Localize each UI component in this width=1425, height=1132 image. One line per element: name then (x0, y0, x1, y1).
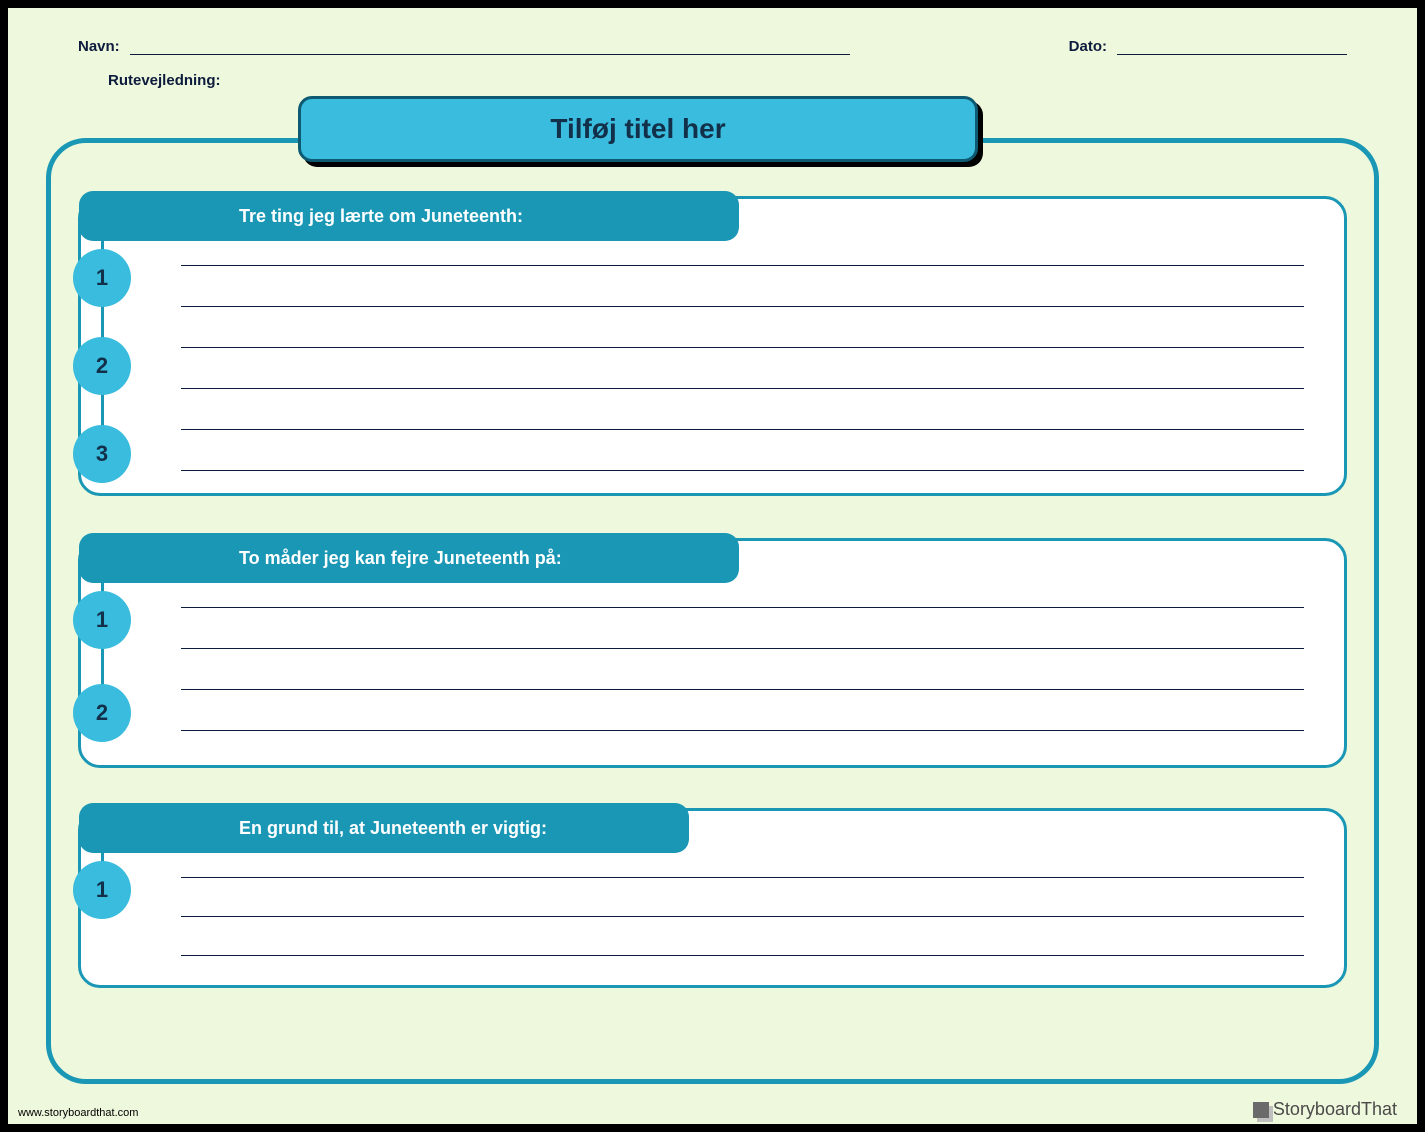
title-text[interactable]: Tilføj titel her (550, 113, 725, 145)
bullet-number: 3 (73, 425, 131, 483)
writing-lines-area (181, 589, 1304, 731)
section-header-text: Tre ting jeg lærte om Juneteenth: (239, 206, 523, 227)
write-line[interactable] (181, 730, 1304, 731)
section-box: Tre ting jeg lærte om Juneteenth:123 (78, 196, 1347, 496)
footer-logo: StoryboardThat (1253, 1099, 1397, 1120)
bullet-number: 1 (73, 591, 131, 649)
name-label: Navn: (78, 38, 120, 55)
write-line[interactable] (181, 607, 1304, 608)
write-line[interactable] (181, 689, 1304, 690)
write-line[interactable] (181, 347, 1304, 348)
writing-lines-area (181, 859, 1304, 956)
section-1: Tre ting jeg lærte om Juneteenth:123 (78, 196, 1347, 496)
title-bar: Tilføj titel her (298, 96, 978, 162)
section-header: To måder jeg kan fejre Juneteenth på: (79, 533, 739, 583)
section-header-text: En grund til, at Juneteenth er vigtig: (239, 818, 547, 839)
bullet-column: 1 2 3 (73, 249, 131, 483)
name-input-line[interactable] (130, 41, 850, 55)
write-line[interactable] (181, 877, 1304, 878)
title-front: Tilføj titel her (298, 96, 978, 162)
section-header: Tre ting jeg lærte om Juneteenth: (79, 191, 739, 241)
date-label: Dato: (1069, 38, 1107, 55)
section-box: To måder jeg kan fejre Juneteenth på:12 (78, 538, 1347, 768)
write-line[interactable] (181, 306, 1304, 307)
bullet-number: 2 (73, 337, 131, 395)
name-field-group: Navn: (78, 38, 850, 55)
section-header: En grund til, at Juneteenth er vigtig: (79, 803, 689, 853)
section-header-text: To måder jeg kan fejre Juneteenth på: (239, 548, 562, 569)
date-input-line[interactable] (1117, 41, 1347, 55)
write-line[interactable] (181, 955, 1304, 956)
date-field-group: Dato: (1069, 38, 1347, 55)
footer-url: www.storyboardthat.com (18, 1107, 138, 1119)
writing-lines-area (181, 247, 1304, 471)
section-box: En grund til, at Juneteenth er vigtig:1 (78, 808, 1347, 988)
worksheet-inner: Navn: Dato: Rutevejledning: Tilføj titel… (8, 8, 1417, 1124)
write-line[interactable] (181, 429, 1304, 430)
logo-icon (1253, 1102, 1269, 1118)
write-line[interactable] (181, 916, 1304, 917)
footer-logo-text: StoryboardThat (1273, 1099, 1397, 1120)
write-line[interactable] (181, 470, 1304, 471)
bullet-column: 12 (73, 591, 131, 742)
section-2: To måder jeg kan fejre Juneteenth på:12 (78, 538, 1347, 768)
bullet-number: 1 (73, 249, 131, 307)
bullet-number: 2 (73, 684, 131, 742)
bullet-column: 1 (73, 861, 131, 919)
write-line[interactable] (181, 388, 1304, 389)
worksheet-page: Navn: Dato: Rutevejledning: Tilføj titel… (0, 0, 1425, 1132)
section-3: En grund til, at Juneteenth er vigtig:1 (78, 808, 1347, 988)
write-line[interactable] (181, 648, 1304, 649)
directions-label: Rutevejledning: (108, 72, 221, 89)
bullet-number: 1 (73, 861, 131, 919)
header-row: Navn: Dato: (78, 38, 1347, 55)
write-line[interactable] (181, 265, 1304, 266)
